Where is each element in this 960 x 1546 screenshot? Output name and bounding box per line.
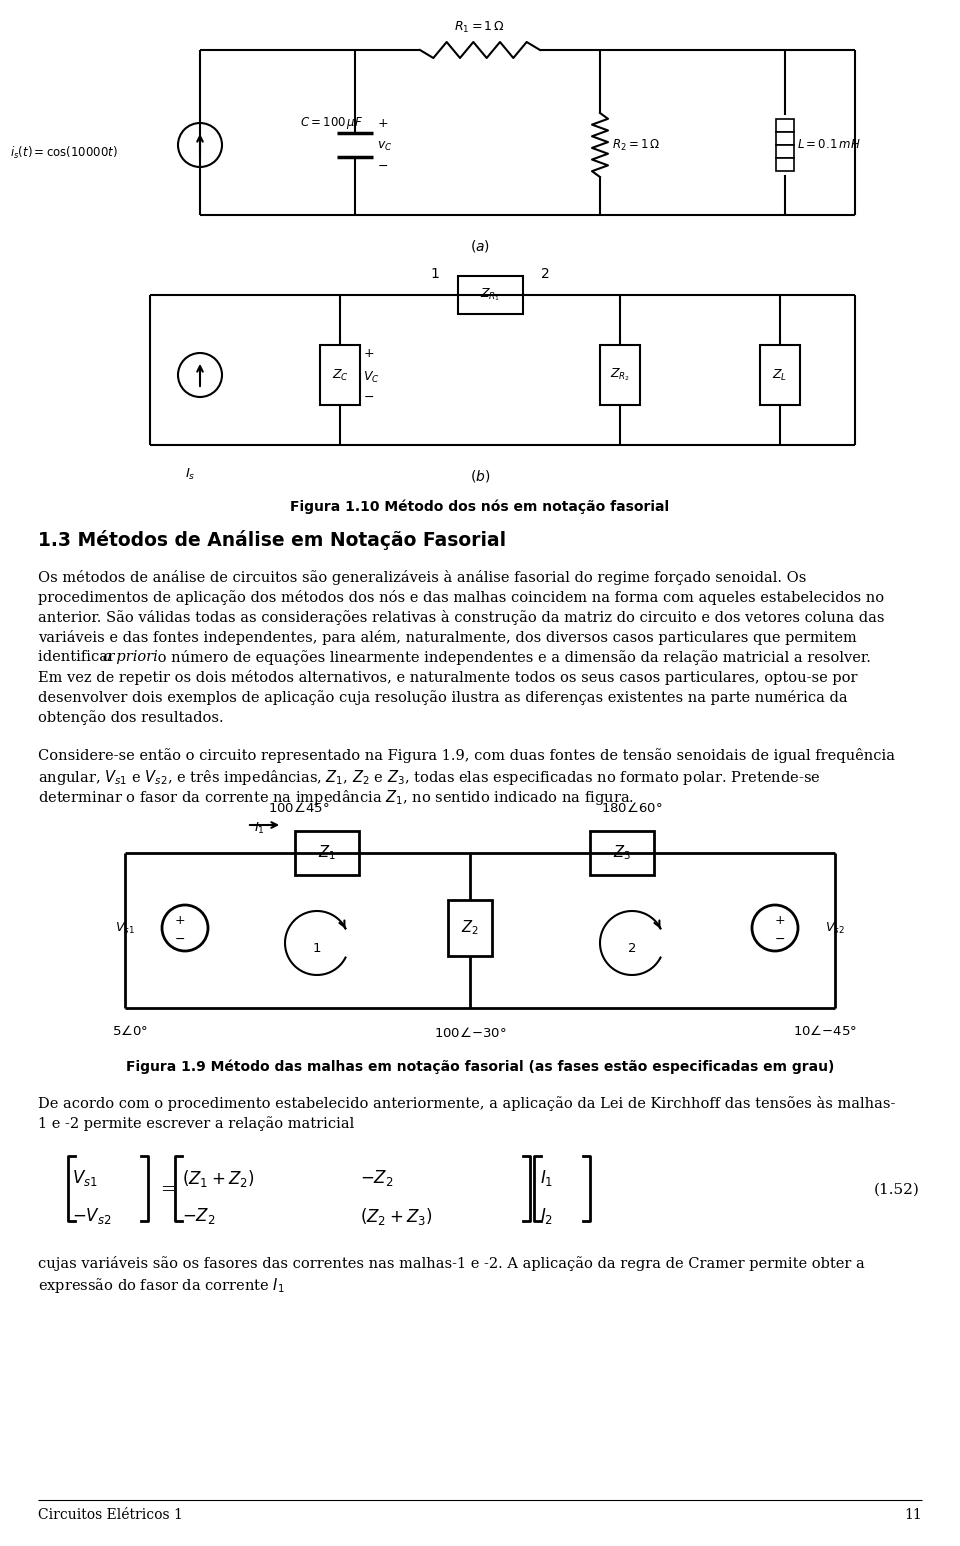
- Text: o número de equações linearmente independentes e a dimensão da relação matricial: o número de equações linearmente indepen…: [153, 649, 871, 665]
- Text: $-$: $-$: [175, 932, 185, 945]
- Text: $R_1=1\,\Omega$: $R_1=1\,\Omega$: [454, 20, 506, 36]
- Text: $180\angle 60°$: $180\angle 60°$: [601, 801, 662, 815]
- Text: desenvolver dois exemplos de aplicação cuja resolução ilustra as diferenças exis: desenvolver dois exemplos de aplicação c…: [38, 690, 848, 705]
- Text: $Z_{R_2}$: $Z_{R_2}$: [610, 366, 630, 383]
- Bar: [600, 345, 640, 405]
- Text: $V_{s1}$: $V_{s1}$: [115, 920, 135, 935]
- Text: $100\angle 45°$: $100\angle 45°$: [268, 801, 329, 815]
- Text: determinar o fasor da corrente na impedância $Z_1$, no sentido indicado na figur: determinar o fasor da corrente na impedâ…: [38, 788, 634, 807]
- Text: $-$: $-$: [775, 932, 785, 945]
- Text: variáveis e das fontes independentes, para além, naturalmente, dos diversos caso: variáveis e das fontes independentes, pa…: [38, 631, 856, 645]
- Text: Em vez de repetir os dois métodos alternativos, e naturalmente todos os seus cas: Em vez de repetir os dois métodos altern…: [38, 669, 857, 685]
- Text: $5\angle 0°$: $5\angle 0°$: [112, 1023, 148, 1037]
- Text: procedimentos de aplicação dos métodos dos nós e das malhas coincidem na forma c: procedimentos de aplicação dos métodos d…: [38, 591, 884, 604]
- Bar: [776, 158, 794, 172]
- Text: 11: 11: [904, 1507, 922, 1521]
- Text: $L=0.1\,mH$: $L=0.1\,mH$: [797, 139, 860, 152]
- Bar: [458, 277, 523, 314]
- Text: $Z_1$: $Z_1$: [318, 844, 336, 863]
- Text: $(b)$: $(b)$: [469, 468, 491, 484]
- Text: angular, $V_{s1}$ e $V_{s2}$, e três impedâncias, $Z_1$, $Z_2$ e $Z_3$, todas el: angular, $V_{s1}$ e $V_{s2}$, e três imp…: [38, 768, 821, 787]
- Text: Figura 1.9 Método das malhas em notação fasorial (as fases estão especificadas e: Figura 1.9 Método das malhas em notação …: [126, 1061, 834, 1074]
- Text: $+$: $+$: [775, 914, 785, 926]
- Text: Circuitos Elétricos 1: Circuitos Elétricos 1: [38, 1507, 182, 1521]
- Text: $- Z_2$: $- Z_2$: [182, 1206, 216, 1226]
- Text: =: =: [160, 1181, 175, 1200]
- Text: Figura 1.10 Método dos nós em notação fasorial: Figura 1.10 Método dos nós em notação fa…: [291, 499, 669, 515]
- Bar: [590, 832, 654, 875]
- Text: $(Z_2 + Z_3)$: $(Z_2 + Z_3)$: [360, 1206, 433, 1228]
- Text: $V_{s2}$: $V_{s2}$: [826, 920, 845, 935]
- Text: $Z_2$: $Z_2$: [461, 918, 479, 937]
- Text: $I_1$: $I_1$: [540, 1167, 553, 1187]
- Text: identificar: identificar: [38, 649, 120, 663]
- Text: $Z_{R_1}$: $Z_{R_1}$: [480, 286, 500, 303]
- Text: obtenção dos resultados.: obtenção dos resultados.: [38, 710, 224, 725]
- Text: $Z_3$: $Z_3$: [613, 844, 631, 863]
- Text: $R_2=1\,\Omega$: $R_2=1\,\Omega$: [612, 138, 660, 153]
- Bar: [776, 119, 794, 131]
- Text: $i_s(t)=\cos(10000t)$: $i_s(t)=\cos(10000t)$: [10, 145, 118, 161]
- Text: $C=100\,\mu F$: $C=100\,\mu F$: [300, 114, 363, 131]
- Text: De acordo com o procedimento estabelecido anteriormente, a aplicação da Lei de K: De acordo com o procedimento estabelecid…: [38, 1096, 896, 1112]
- Text: $-$: $-$: [377, 159, 388, 172]
- Text: 2: 2: [628, 942, 636, 954]
- Text: (1.52): (1.52): [875, 1183, 920, 1197]
- Text: $100\angle{-30°}$: $100\angle{-30°}$: [434, 1027, 506, 1040]
- Text: $10\angle{-45°}$: $10\angle{-45°}$: [793, 1023, 857, 1037]
- Text: expressão do fasor da corrente $I_1$: expressão do fasor da corrente $I_1$: [38, 1275, 285, 1296]
- Text: $v_C$: $v_C$: [377, 141, 393, 153]
- Bar: [776, 131, 794, 145]
- Bar: [320, 345, 360, 405]
- Text: a priori: a priori: [103, 649, 157, 663]
- Text: $Z_L$: $Z_L$: [773, 368, 787, 382]
- Text: $+$: $+$: [377, 117, 388, 130]
- Bar: [295, 832, 359, 875]
- Text: Os métodos de análise de circuitos são generalizáveis à análise fasorial do regi: Os métodos de análise de circuitos são g…: [38, 570, 806, 584]
- Text: Considere-se então o circuito representado na Figura 1.9, com duas fontes de ten: Considere-se então o circuito representa…: [38, 748, 895, 764]
- Text: $- Z_2$: $- Z_2$: [360, 1167, 394, 1187]
- Text: $(a)$: $(a)$: [470, 238, 490, 254]
- Text: 1.3 Métodos de Análise em Notação Fasorial: 1.3 Métodos de Análise em Notação Fasori…: [38, 530, 506, 550]
- Text: $+$: $+$: [175, 914, 185, 926]
- Bar: [776, 145, 794, 158]
- Bar: [760, 345, 800, 405]
- Text: $V_{s1}$: $V_{s1}$: [72, 1167, 98, 1187]
- Text: cujas variáveis são os fasores das correntes nas malhas-1 e -2. A aplicação da r: cujas variáveis são os fasores das corre…: [38, 1255, 865, 1271]
- Text: 1: 1: [431, 267, 440, 281]
- Bar: [448, 900, 492, 955]
- Text: $+$: $+$: [363, 346, 374, 360]
- Text: $-$: $-$: [363, 390, 374, 404]
- Text: 1: 1: [313, 942, 322, 954]
- Text: $I_s$: $I_s$: [184, 467, 195, 482]
- Text: anterior. São válidas todas as considerações relativas à construção da matriz do: anterior. São válidas todas as considera…: [38, 611, 884, 625]
- Text: $I_2$: $I_2$: [540, 1206, 553, 1226]
- Text: $- V_{s2}$: $- V_{s2}$: [72, 1206, 111, 1226]
- Text: $(Z_1 + Z_2)$: $(Z_1 + Z_2)$: [182, 1167, 254, 1189]
- Text: 1 e -2 permite escrever a relação matricial: 1 e -2 permite escrever a relação matric…: [38, 1116, 354, 1130]
- Text: $I_1$: $I_1$: [253, 821, 264, 836]
- Text: $Z_C$: $Z_C$: [331, 368, 348, 382]
- Text: $V_C$: $V_C$: [363, 369, 379, 385]
- Text: 2: 2: [540, 267, 549, 281]
